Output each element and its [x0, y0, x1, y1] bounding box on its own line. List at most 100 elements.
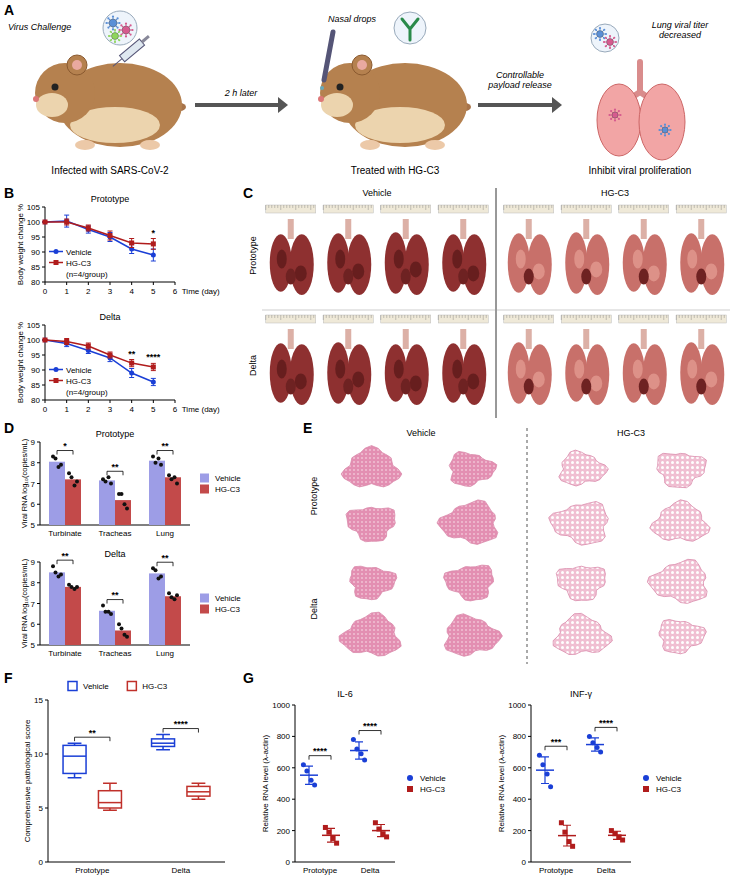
significance: *** [551, 737, 562, 747]
box [152, 739, 175, 747]
x-tick [153, 400, 154, 403]
data-point [548, 784, 553, 789]
median [63, 755, 86, 757]
box [187, 786, 210, 796]
text-line: Lung viral titer [652, 20, 710, 30]
legend-label: Vehicle [66, 366, 92, 375]
y-axis [45, 207, 46, 282]
virus-knob [619, 114, 621, 116]
ruler-tick [356, 315, 357, 318]
ruler-tick [289, 315, 290, 318]
ruler-tick [533, 315, 534, 320]
ruler [504, 315, 554, 323]
virus-knob [614, 119, 616, 121]
ruler-tick [344, 315, 345, 318]
virus-knob [599, 27, 601, 29]
ruler-tick [703, 315, 704, 318]
heart [458, 269, 468, 285]
x-tick-label: Prototype [539, 866, 574, 875]
ruler-tick [603, 315, 604, 318]
ruler-tick [709, 205, 710, 208]
virus-knob [603, 41, 605, 43]
error-bar [151, 378, 156, 385]
virus-knob [618, 118, 620, 120]
y-tick [37, 483, 40, 484]
x-tick-label: 4 [129, 405, 134, 414]
ruler-tick [280, 315, 281, 320]
legend-symbol [200, 474, 209, 483]
heart [639, 269, 649, 285]
virus-body [109, 19, 117, 27]
ruler-tick [419, 205, 420, 208]
hamster-ear-inner [357, 60, 367, 70]
lung-photo [323, 315, 373, 405]
ruler-tick [636, 315, 637, 318]
tissue-section [449, 451, 497, 486]
ruler-tick [277, 315, 278, 318]
virus-knob [605, 37, 607, 39]
ruler-tick [639, 205, 640, 208]
legend-note: (n=4/group) [66, 270, 108, 279]
legend-label: Vehicle [215, 474, 241, 483]
point [43, 220, 48, 225]
bar [49, 572, 65, 645]
ruler-tick [603, 205, 604, 208]
y-tick-label: 8 [31, 459, 36, 468]
error-bar [129, 360, 134, 367]
ruler-tick [576, 205, 577, 210]
lung-lobe [643, 234, 667, 295]
ruler-tick [471, 315, 472, 318]
virus-knob [610, 118, 612, 120]
ruler-tick [694, 315, 695, 318]
point [129, 361, 134, 366]
tissue-section [339, 612, 401, 656]
trachea [403, 329, 409, 349]
divider [262, 310, 730, 311]
flow-arrow [195, 103, 280, 107]
ruler-tick [389, 205, 390, 208]
ruler-tick [712, 315, 713, 318]
legend: VehicleHG-C3 [200, 474, 241, 495]
lung-lobe [347, 344, 371, 405]
text-line: decreased [659, 30, 702, 40]
tissue-section [556, 566, 605, 601]
point [86, 226, 91, 231]
heart [581, 269, 591, 285]
lung-patch [633, 249, 643, 268]
ruler-tick [609, 205, 610, 208]
virus-icon [108, 29, 122, 43]
x-tick-label: Delta [171, 866, 190, 875]
legend-label: Vehicle [656, 774, 682, 783]
ruler-tick [542, 205, 543, 208]
virus-body [112, 33, 119, 40]
sd-bar [613, 831, 621, 839]
y-tick-label: 0 [286, 858, 291, 867]
lung-photo [561, 205, 611, 295]
ruler-tick [329, 315, 330, 318]
text-line: Controllable [496, 70, 544, 80]
ruler-tick [651, 205, 652, 208]
hamster-eye [52, 84, 59, 91]
bar [99, 480, 115, 525]
lung-lobe [528, 344, 552, 405]
ruler-tick [679, 205, 680, 208]
significance-bracket [595, 727, 617, 731]
y-tick [37, 462, 40, 463]
bar [115, 500, 131, 525]
significance: **** [146, 352, 161, 362]
data-point [334, 841, 339, 846]
y-tick-label: 5 [31, 641, 36, 650]
y-tick-label: 9 [31, 558, 36, 567]
legend: VehicleHG-C3(n=4/group) [49, 366, 108, 397]
legend: VehicleHG-C3 [200, 594, 241, 615]
data-point [59, 572, 63, 576]
ruler-tick [292, 205, 293, 208]
virus-knob [110, 39, 112, 41]
bar [49, 462, 65, 525]
data-point [109, 612, 113, 616]
ruler-tick [462, 315, 463, 318]
hamster-ear [67, 55, 87, 75]
data-point [173, 597, 177, 601]
ruler-tick [594, 315, 595, 318]
plot-marks [43, 215, 156, 261]
